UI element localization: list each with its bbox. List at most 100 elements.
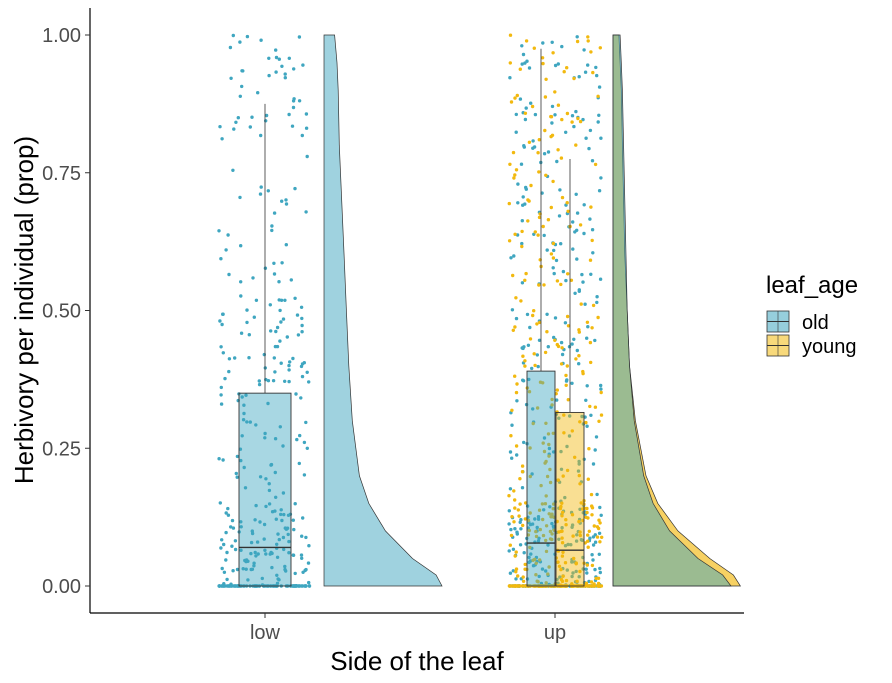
point-old-low: [292, 67, 296, 71]
point-old-low: [299, 364, 304, 369]
point-young-up: [581, 369, 585, 374]
point-young-up: [585, 320, 590, 324]
point-old-up: [575, 348, 579, 353]
point-old-low: [235, 567, 240, 572]
point-young-up: [541, 61, 545, 66]
point-old-up: [571, 571, 575, 575]
point-young-up: [513, 554, 517, 558]
point-young-up: [519, 299, 523, 303]
point-old-low: [275, 555, 280, 559]
point-old-low: [287, 112, 291, 117]
point-old-low: [307, 544, 311, 548]
point-old-low: [280, 64, 284, 69]
point-old-low: [239, 294, 243, 298]
point-young-up: [516, 508, 520, 512]
point-old-low: [240, 69, 244, 73]
point-old-low: [272, 211, 277, 215]
point-old-low: [248, 420, 252, 424]
point-old-low: [278, 425, 282, 429]
point-young-up: [578, 482, 582, 486]
point-old-up: [557, 214, 562, 218]
point-old-low: [222, 570, 227, 574]
point-old-low: [272, 272, 277, 276]
point-old-low: [281, 535, 286, 540]
point-old-up: [578, 507, 582, 511]
point-young-up: [546, 218, 551, 222]
point-old-low: [297, 99, 302, 103]
point-old-low: [219, 546, 223, 550]
point-old-up: [520, 281, 525, 285]
point-old-low: [277, 280, 281, 284]
point-old-low: [299, 396, 303, 400]
point-young-up: [578, 119, 583, 124]
point-old-low: [267, 73, 271, 78]
point-old-low: [235, 454, 240, 459]
point-old-low: [220, 137, 224, 141]
point-old-up: [580, 414, 584, 419]
point-young-up: [570, 120, 574, 124]
point-old-up: [508, 487, 513, 491]
point-old-low: [242, 403, 246, 407]
point-old-up: [537, 338, 542, 342]
point-young-up: [574, 143, 578, 147]
x-ticks: low up: [250, 613, 566, 644]
point-young-up: [595, 525, 600, 529]
point-old-low: [297, 35, 302, 39]
point-old-low: [267, 56, 271, 60]
point-old-low: [298, 433, 302, 438]
point-old-low: [300, 330, 304, 334]
point-young-up: [598, 540, 602, 544]
point-young-up: [549, 205, 553, 210]
point-young-up: [556, 103, 561, 107]
point-old-low: [224, 530, 228, 535]
point-old-low: [287, 379, 291, 384]
point-old-up: [593, 533, 597, 537]
point-old-up: [521, 195, 525, 199]
point-old-low: [305, 370, 309, 374]
point-old-up: [560, 352, 565, 357]
point-old-low: [274, 48, 278, 52]
point-old-low: [290, 124, 295, 128]
point-young-up: [527, 528, 531, 533]
density-old-up: [612, 34, 732, 587]
point-old-up: [546, 543, 550, 547]
point-old-up: [589, 272, 593, 276]
point-old-low: [253, 550, 257, 555]
point-young-up: [511, 328, 515, 332]
point-old-low: [218, 125, 222, 129]
point-old-low: [231, 168, 235, 172]
point-old-up: [513, 527, 517, 531]
point-young-up: [564, 518, 568, 522]
point-young-up: [551, 431, 555, 435]
point-old-up: [522, 144, 526, 148]
point-old-low: [245, 308, 249, 312]
point-young-up: [513, 325, 517, 329]
point-old-up: [523, 202, 527, 206]
point-old-low: [291, 356, 295, 361]
point-young-up: [547, 565, 551, 569]
point-old-up: [514, 130, 518, 134]
point-old-low: [281, 317, 286, 321]
point-young-up: [589, 580, 594, 584]
point-old-low: [240, 84, 244, 89]
point-old-low: [219, 345, 223, 349]
point-old-up: [567, 345, 572, 349]
point-old-up: [559, 467, 564, 471]
point-young-up: [508, 543, 512, 547]
point-young-up: [588, 258, 593, 262]
point-young-up: [533, 230, 537, 234]
box-old-up: [526, 370, 556, 587]
point-old-up: [582, 203, 586, 207]
point-young-up: [572, 556, 576, 561]
point-old-up: [564, 278, 568, 283]
point-young-up: [598, 46, 602, 50]
point-young-up: [547, 454, 551, 458]
point-old-low: [267, 502, 272, 506]
point-old-up: [591, 543, 596, 547]
point-young-up: [537, 215, 542, 220]
point-old-low: [263, 548, 267, 552]
point-old-low: [255, 540, 260, 544]
point-old-up: [593, 448, 597, 452]
point-old-up: [521, 378, 525, 382]
point-old-up: [552, 335, 556, 340]
